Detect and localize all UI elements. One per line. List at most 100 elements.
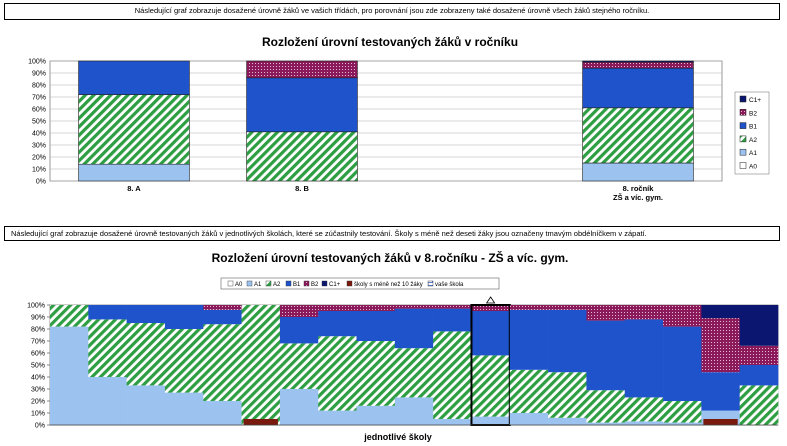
chart2-bar-A2 <box>663 401 702 423</box>
chart1-legend-label: A2 <box>749 137 757 144</box>
chart2-small-school-marker <box>243 419 278 425</box>
chart2-ytick: 70% <box>31 339 45 346</box>
chart2-bar-B2 <box>739 345 779 365</box>
chart2-bar-A1 <box>279 389 319 425</box>
chart2-bar-B2 <box>548 305 587 310</box>
chart2-legend-swatch <box>303 280 310 287</box>
chart2-ytick: 100% <box>27 303 45 310</box>
chart2-legend-label: A0 <box>235 282 243 288</box>
chart2-bar-A2 <box>126 323 166 386</box>
chart2-ytick: 10% <box>31 411 45 418</box>
chart1-ytick: 40% <box>32 131 46 138</box>
chart2-bar-B2 <box>471 305 511 311</box>
chart2-bar-B1 <box>701 372 740 411</box>
chart1-bar-B2 <box>246 60 358 79</box>
chart2-bar-B1 <box>624 319 664 398</box>
chart1-ytick: 90% <box>32 71 46 78</box>
chart2-legend-label: B2 <box>311 282 319 288</box>
chart2-legend-swatch <box>246 280 253 287</box>
chart2-legend-label: B1 <box>293 282 301 288</box>
chart2-bar-B2 <box>586 305 626 321</box>
chart1-legend <box>734 91 770 175</box>
chart1-legend-swatch <box>739 122 747 129</box>
chart2-bar-A2 <box>88 319 127 377</box>
chart2-bar-A2 <box>624 397 664 422</box>
chart2-ytick: 0% <box>35 423 45 430</box>
chart2-bar-A1 <box>471 416 511 425</box>
chart2-bar-A1 <box>164 392 204 425</box>
chart1-ytick: 30% <box>32 143 46 150</box>
chart1-bar-B2 <box>582 61 694 69</box>
chart2-bar-A1 <box>663 422 702 425</box>
chart2-bar-A2 <box>433 331 472 419</box>
chart2-bar-C1+ <box>739 305 779 346</box>
chart1-ytick: 0% <box>36 179 46 186</box>
chart2-bar-B1 <box>509 309 549 370</box>
chart1-ytick: 80% <box>32 83 46 90</box>
chart2-bar-A1 <box>509 413 549 425</box>
chart1-xtick: 8. ročník <box>623 184 655 193</box>
chart1-bar-A2 <box>246 131 358 182</box>
chart2-bar-A1 <box>548 417 587 425</box>
top-note: Následující graf zobrazuje dosažené úrov… <box>4 3 780 20</box>
chart2-bar-A2 <box>241 305 281 425</box>
chart2-title: Rozložení úrovní testovaných žáků v 8.ro… <box>212 250 569 265</box>
chart2-bar-B1 <box>356 311 396 341</box>
chart2-bar-B2 <box>203 305 242 310</box>
chart1-legend-label: C1+ <box>749 97 761 104</box>
chart2-bar-A1 <box>586 422 626 425</box>
chart2-ytick: 40% <box>31 375 45 382</box>
chart2-bar-B1 <box>279 317 319 344</box>
chart2-bar-B2 <box>433 305 472 309</box>
chart2-bar-A2 <box>50 305 89 327</box>
chart2-bar-B1 <box>318 311 357 337</box>
chart1-ytick: 60% <box>32 107 46 114</box>
middle-note: Následující graf zobrazuje dosažené úrov… <box>4 226 780 241</box>
chart2-ytick: 90% <box>31 315 45 322</box>
chart1-legend-label: B1 <box>749 124 757 131</box>
chart2-bar-A2 <box>548 372 587 418</box>
chart1-bar-B1 <box>582 67 694 109</box>
chart2-bar-B1 <box>126 305 166 323</box>
chart1-legend-swatch <box>739 95 747 103</box>
chart2-ytick: 50% <box>31 363 45 370</box>
chart2-legend-swatch <box>227 280 234 287</box>
chart2-bar-A2 <box>356 341 396 406</box>
chart2-bar-B1 <box>433 308 472 332</box>
chart1-ytick: 70% <box>32 95 46 102</box>
chart2-bar-A2 <box>509 369 549 413</box>
chart1-ytick: 20% <box>32 155 46 162</box>
chart1-bar-A2 <box>582 107 694 164</box>
chart1-legend-swatch <box>739 162 747 169</box>
chart2-bar-A1 <box>433 419 472 425</box>
chart2-ytick: 60% <box>31 351 45 358</box>
chart1-ytick: 50% <box>32 119 46 126</box>
chart2-bar-A1 <box>203 401 242 425</box>
chart2-bar-B1 <box>739 365 779 386</box>
chart2-legend-label: školy s méně než 10 žáky <box>354 282 423 288</box>
chart2-bar-A2 <box>279 343 319 389</box>
chart2-your-school-arrow <box>485 296 496 304</box>
chart1-xtick: 8. B <box>295 184 309 193</box>
chart1-bar-A1 <box>582 162 694 182</box>
chart1-bar-A2 <box>78 94 190 165</box>
chart2-bar-B1 <box>586 320 626 391</box>
chart2-legend-swatch <box>285 280 292 287</box>
chart2-bar-B2 <box>509 305 549 310</box>
chart1-ytick: 10% <box>32 167 46 174</box>
chart1-legend-swatch <box>739 109 747 116</box>
chart1-bar-B1 <box>246 77 358 133</box>
chart2-bar-A2 <box>739 385 779 425</box>
chart2-ytick: 20% <box>31 399 45 406</box>
chart2-bar-B2 <box>624 305 664 320</box>
chart2-legend-swatch <box>321 280 328 287</box>
chart2-bar-C1+ <box>701 305 740 319</box>
chart1-legend-swatch <box>739 135 747 143</box>
chart2-bar-A1 <box>356 405 396 425</box>
chart2-bar-A1 <box>88 377 127 425</box>
chart1-legend-label: A0 <box>749 164 757 171</box>
chart2-bar-A1 <box>50 326 89 425</box>
chart1-legend-swatch <box>739 148 747 156</box>
chart2-bar-B1 <box>164 305 204 329</box>
chart1-title: Rozložení úrovní testovaných žáků v ročn… <box>262 35 518 49</box>
